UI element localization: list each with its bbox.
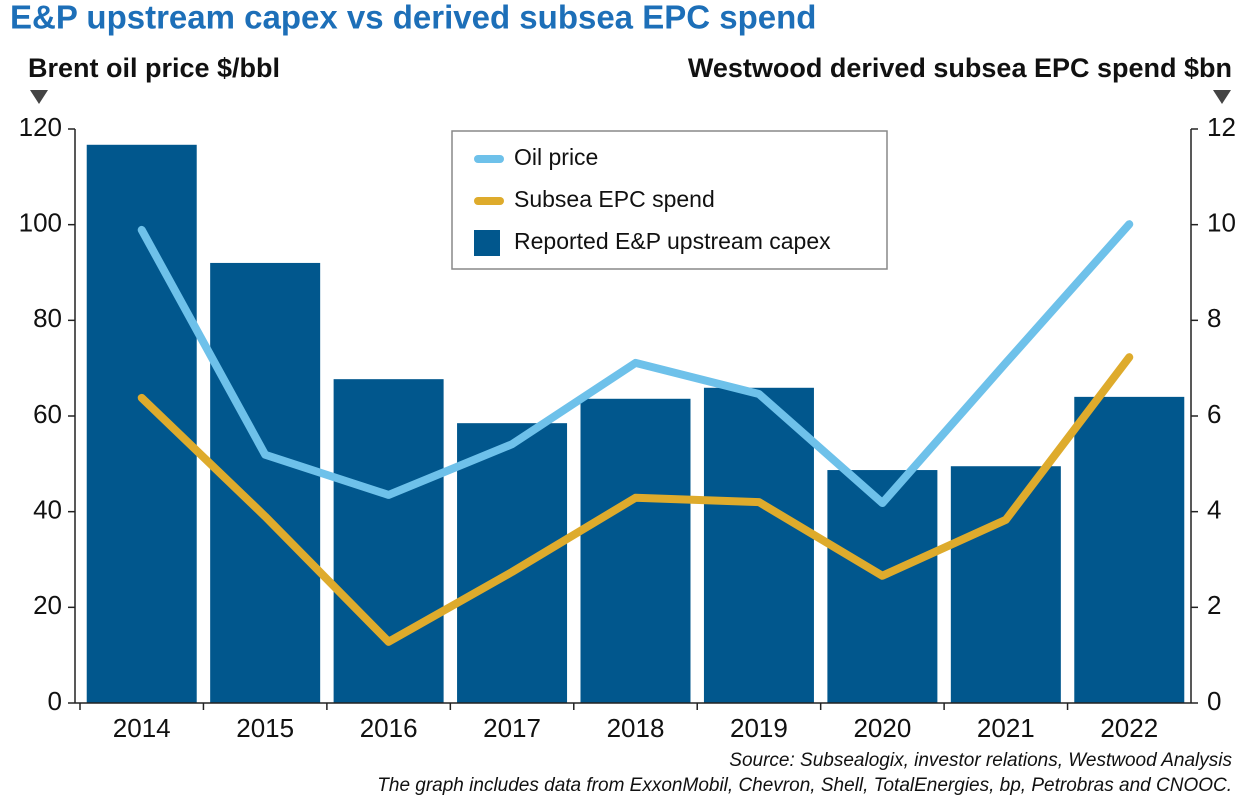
x-tick-label: 2022 (1100, 713, 1158, 743)
y-tick-label: 80 (33, 303, 62, 333)
x-tick-label: 2016 (360, 713, 418, 743)
line (137, 220, 1134, 508)
y-tick-label: 20 (33, 590, 62, 620)
y-tick-label: 0 (48, 686, 62, 716)
y-tick-label: 40 (33, 495, 62, 525)
note: The graph includes data from ExxonMobil,… (377, 775, 1232, 796)
source: Source: Subsealogix, investor relations,… (729, 750, 1232, 771)
x-tick-label: 2021 (977, 713, 1035, 743)
y2-tick-label: 2 (1207, 590, 1221, 620)
x-tick-label: 2015 (236, 713, 294, 743)
y2-tick-label: 12 (1207, 112, 1236, 142)
legend-box (451, 130, 888, 270)
legend-label: Oil price (514, 144, 598, 170)
y2-tick-label: 0 (1207, 686, 1221, 716)
legend-label: Reported E&P upstream capex (514, 228, 831, 254)
x-tick-label: 2019 (730, 713, 788, 743)
x-tick-label: 2017 (483, 713, 541, 743)
x-tick-label: 2018 (607, 713, 665, 743)
y-tick-label: 100 (19, 208, 62, 238)
bar (950, 466, 1061, 703)
y-tick-label: 60 (33, 399, 62, 429)
x-tick-label: 2014 (113, 713, 171, 743)
line (137, 353, 1134, 646)
bar (580, 398, 691, 703)
arrow (30, 90, 48, 104)
y2-tick-label: 8 (1207, 303, 1221, 333)
y-axis-title: Brent oil price $/bbl (28, 53, 280, 83)
bar (827, 470, 938, 703)
chart-title: E&P upstream capex vs derived subsea EPC… (10, 0, 816, 36)
bar (703, 387, 814, 703)
y-tick-label: 120 (19, 112, 62, 142)
x-tick-label: 2020 (853, 713, 911, 743)
bar (1074, 396, 1185, 703)
legend-swatch (474, 230, 500, 256)
y2-tick-label: 6 (1207, 399, 1221, 429)
arrow (1213, 90, 1231, 104)
y2-axis-title: Westwood derived subsea EPC spend $bn (688, 53, 1232, 83)
bar (457, 423, 568, 703)
y2-tick-label: 10 (1207, 208, 1236, 238)
legend-label: Subsea EPC spend (514, 186, 715, 212)
y2-tick-label: 4 (1207, 495, 1221, 525)
bar (333, 379, 444, 703)
